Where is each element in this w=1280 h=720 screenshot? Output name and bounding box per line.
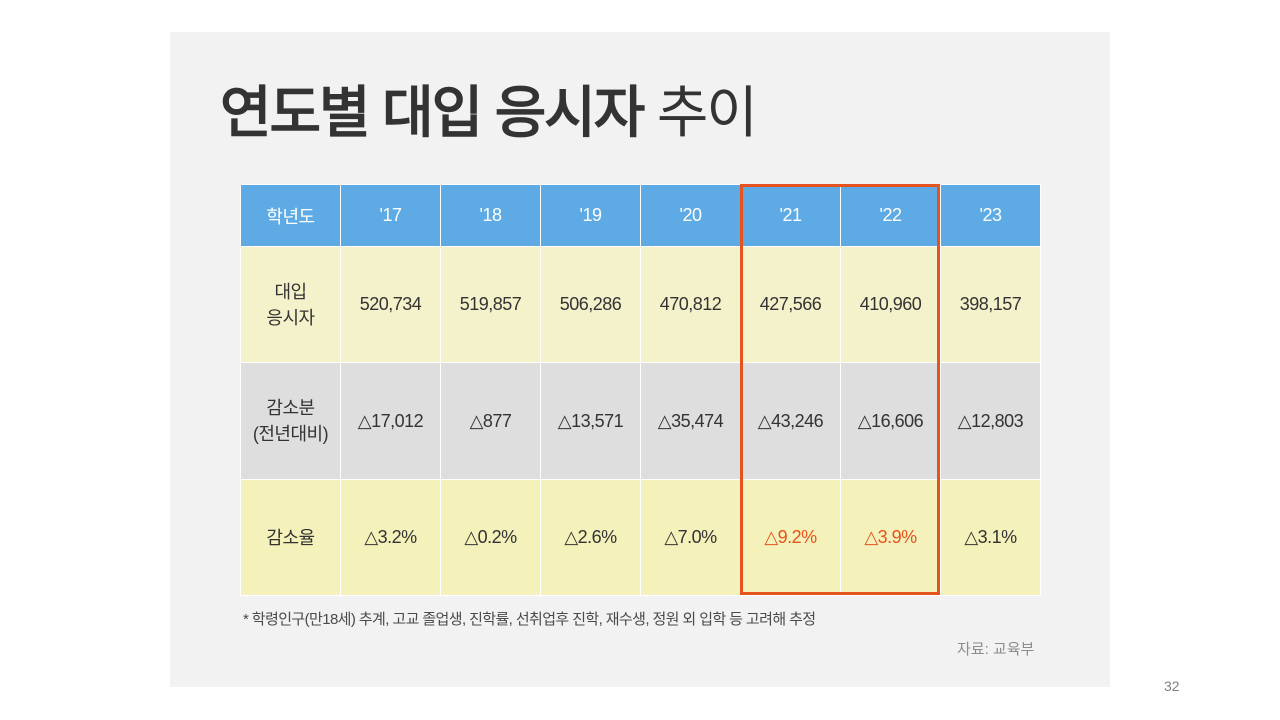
table-cell: △35,474 <box>640 362 741 480</box>
table-cell: 506,286 <box>540 246 641 363</box>
table-cell: 470,812 <box>640 246 741 363</box>
table-cell: △3.2% <box>340 479 441 596</box>
header-label: 학년도 <box>240 184 341 247</box>
row-label: 감소율 <box>240 479 341 596</box>
title-bold: 연도별 대입 응시자 <box>220 81 645 144</box>
header-year: '17 <box>340 184 441 247</box>
header-year: '21 <box>740 184 841 247</box>
table-cell: △12,803 <box>940 362 1041 480</box>
header-year: '18 <box>440 184 541 247</box>
header-year: '23 <box>940 184 1041 247</box>
table-cell: 520,734 <box>340 246 441 363</box>
row-label-line2: (전년대비) <box>252 424 329 444</box>
table-cell: △7.0% <box>640 479 741 596</box>
row-label-line1: 감소분 <box>266 398 315 418</box>
slide-title: 연도별 대입 응시자 추이 <box>220 78 758 148</box>
row-label-line1: 대입 <box>274 281 307 302</box>
table-cell: 427,566 <box>740 246 841 363</box>
row-label-line2: 응시자 <box>266 307 315 328</box>
table-cell: △43,246 <box>740 362 841 480</box>
header-year: '20 <box>640 184 741 247</box>
table-cell: △16,606 <box>840 362 941 480</box>
table-cell: △0.2% <box>440 479 541 596</box>
table-row-decrease: 감소분 (전년대비) △17,012 △877 △13,571 △35,474 △… <box>240 362 1041 480</box>
table-header-row: 학년도 '17 '18 '19 '20 '21 '22 '23 <box>240 184 1041 247</box>
header-year: '22 <box>840 184 941 247</box>
table-cell: △13,571 <box>540 362 641 480</box>
table-cell: △3.1% <box>940 479 1041 596</box>
table-cell: 410,960 <box>840 246 941 363</box>
table-cell: △17,012 <box>340 362 441 480</box>
table-row-rate: 감소율 △3.2% △0.2% △2.6% △7.0% △9.2% △3.9% … <box>240 479 1041 596</box>
table-cell-highlighted: △9.2% <box>740 479 841 596</box>
table-cell-highlighted: △3.9% <box>840 479 941 596</box>
header-year: '19 <box>540 184 641 247</box>
page-number: 32 <box>1164 678 1180 694</box>
table-cell: △877 <box>440 362 541 480</box>
title-light: 추이 <box>643 81 758 144</box>
table-cell: 398,157 <box>940 246 1041 363</box>
source-note: 자료: 교육부 <box>957 641 1035 658</box>
table-cell: △2.6% <box>540 479 641 596</box>
table-cell: 519,857 <box>440 246 541 363</box>
footnote: * 학령인구(만18세) 추계, 고교 졸업생, 진학률, 선취업후 진학, 재… <box>243 611 816 628</box>
row-label: 감소분 (전년대비) <box>240 362 341 480</box>
